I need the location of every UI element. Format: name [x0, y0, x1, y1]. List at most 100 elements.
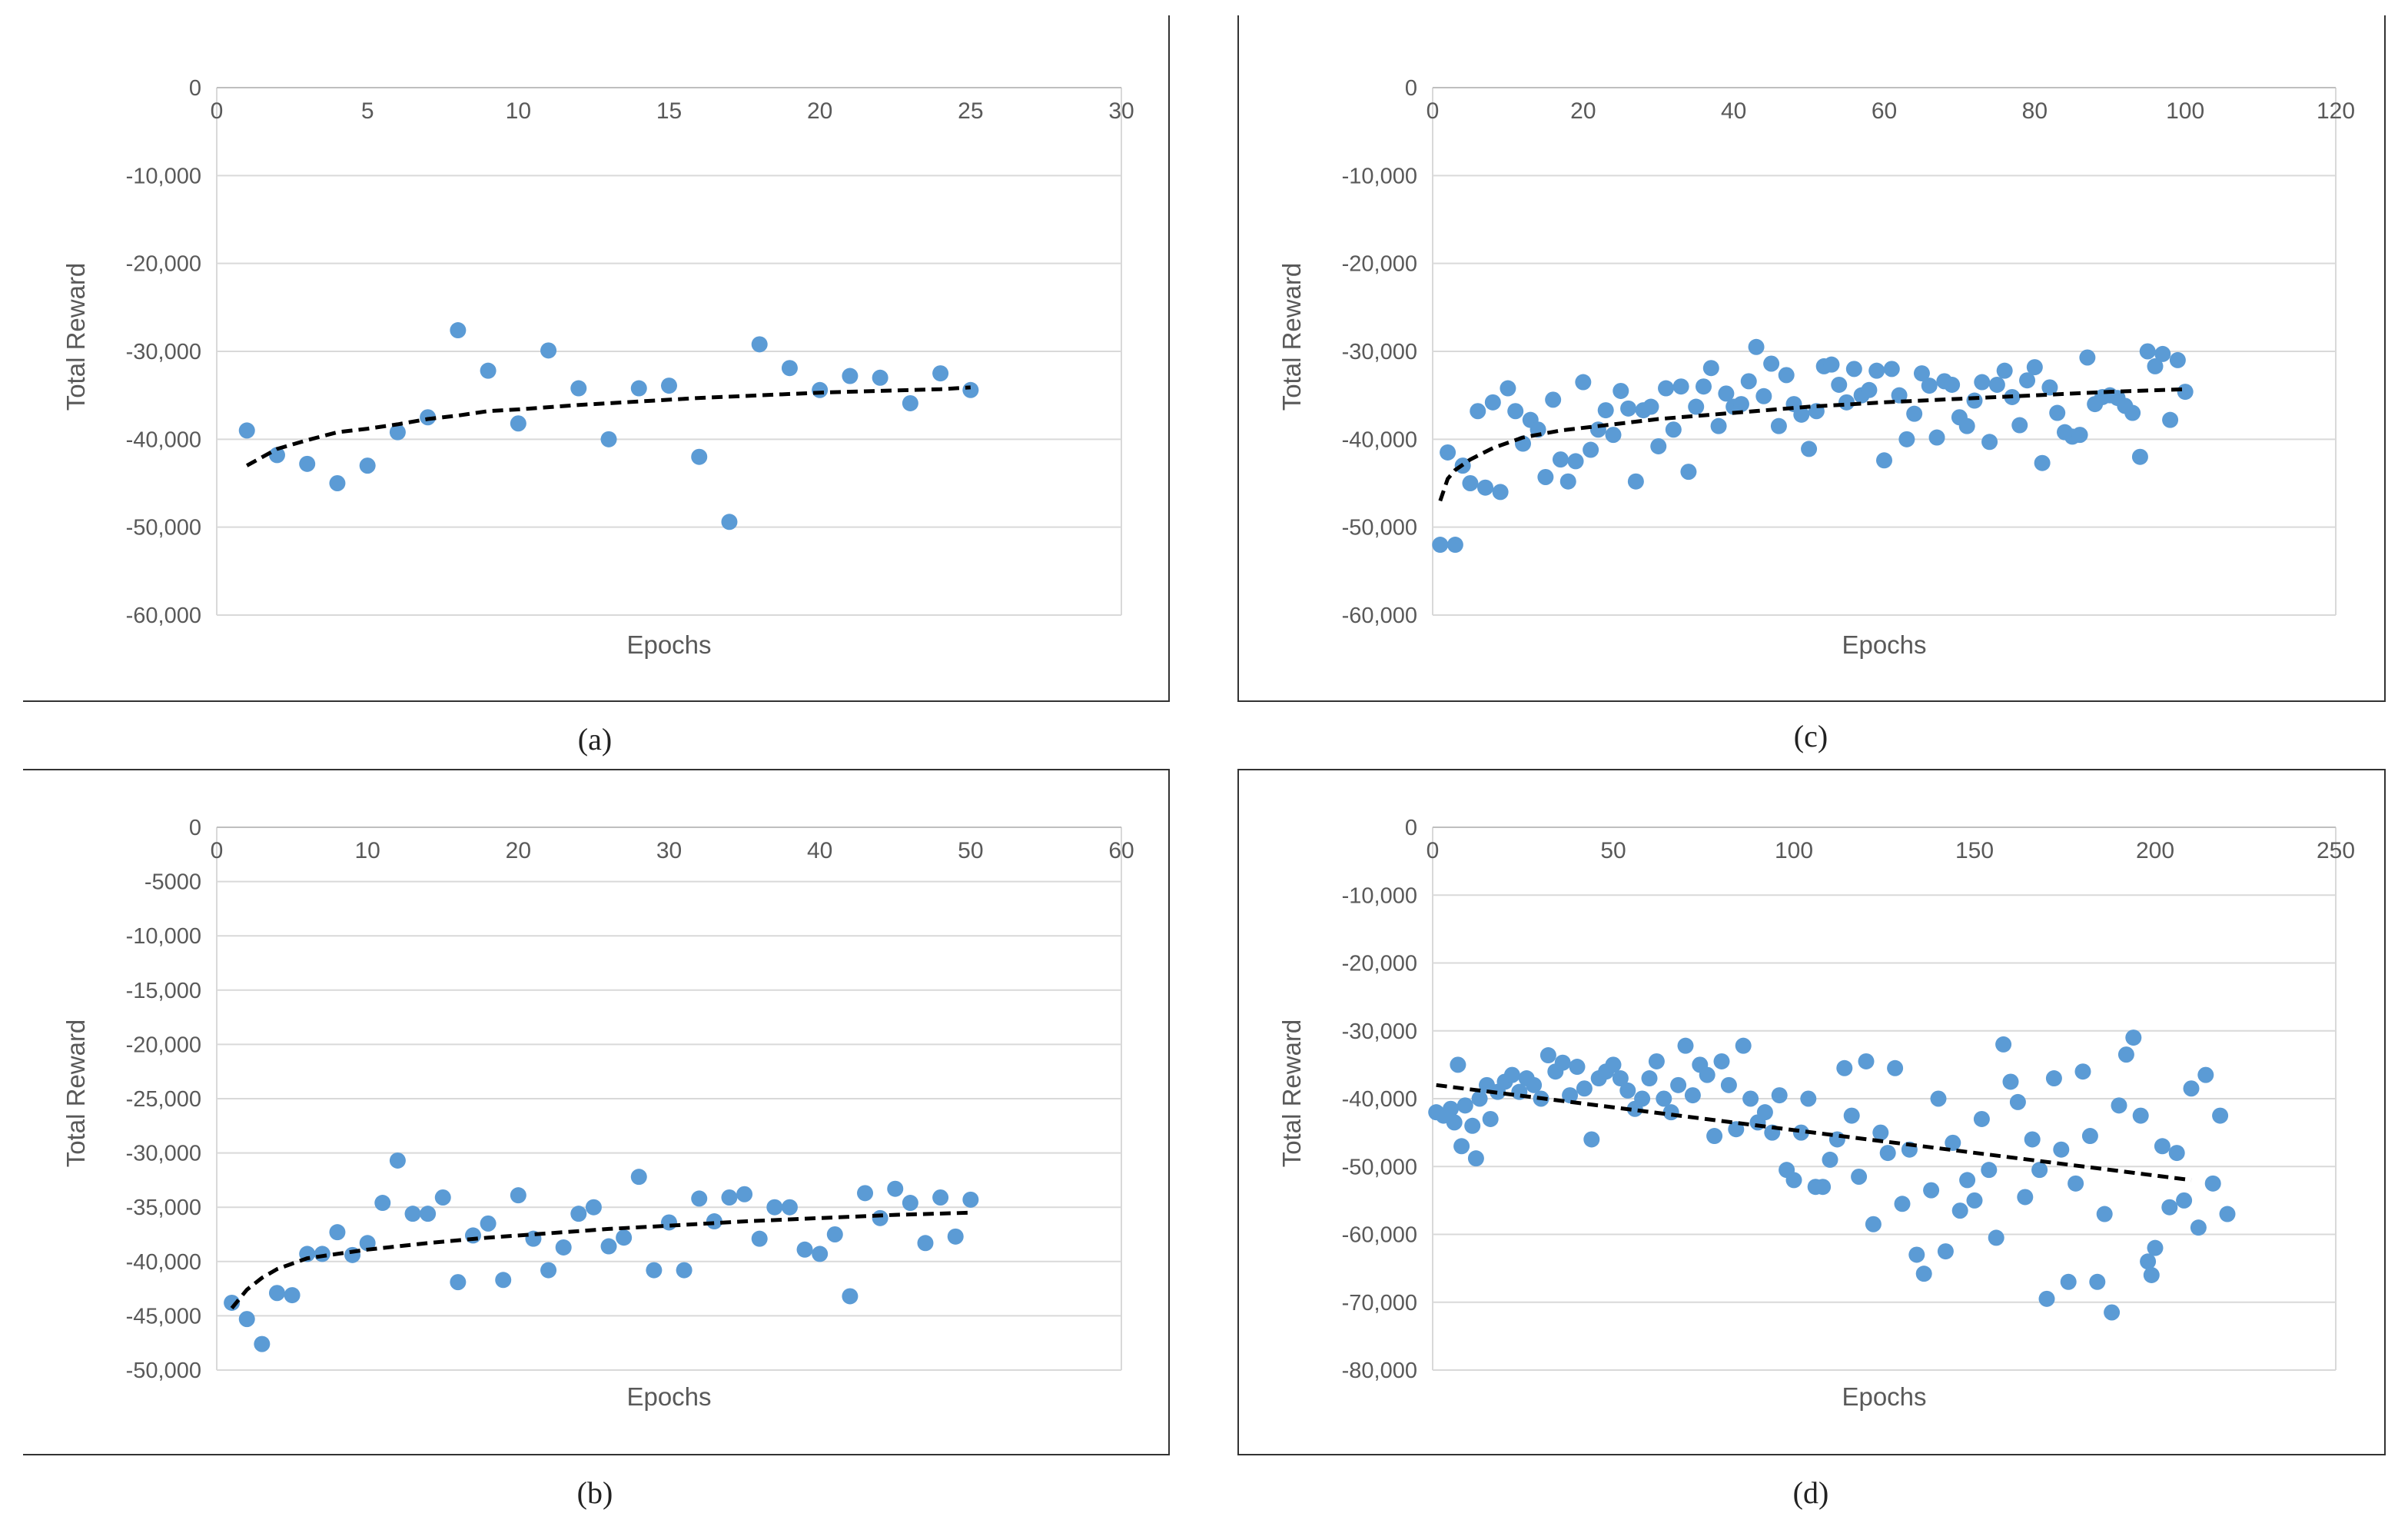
data-point: [1605, 1056, 1622, 1073]
y-tick-label: -40,000: [126, 427, 201, 452]
data-point: [1887, 1059, 1904, 1076]
data-point: [2183, 1080, 2200, 1097]
data-point: [2140, 1253, 2157, 1270]
data-point: [1710, 417, 1727, 434]
y-tick-label: -15,000: [126, 979, 201, 1003]
data-point: [2147, 1239, 2164, 1256]
y-tick-label: -70,000: [1342, 1291, 1417, 1315]
x-tick-label: 150: [1955, 838, 1994, 863]
data-point: [1597, 402, 1614, 419]
data-point: [2017, 1189, 2034, 1206]
data-point: [842, 368, 859, 384]
x-tick-label: 10: [506, 98, 531, 124]
data-point: [646, 1262, 663, 1279]
data-point: [751, 1230, 768, 1247]
y-tick-label: -30,000: [1342, 340, 1417, 364]
data-point: [1537, 468, 1554, 485]
x-axis-title: Epochs: [1842, 1382, 1926, 1411]
data-point: [932, 365, 949, 382]
data-point: [1464, 1117, 1481, 1134]
data-point: [1656, 1090, 1672, 1107]
data-point: [1944, 376, 1961, 393]
data-point: [2079, 349, 2096, 366]
data-point: [389, 1152, 406, 1169]
data-point: [1771, 1087, 1788, 1104]
data-point: [2169, 351, 2186, 368]
y-tick-label: -80,000: [1342, 1359, 1417, 1383]
data-point: [268, 1285, 285, 1302]
y-tick-label: -10,000: [1342, 883, 1417, 908]
data-point: [1642, 398, 1659, 415]
data-point: [1612, 1070, 1629, 1087]
data-point: [2053, 1141, 2070, 1158]
data-point: [676, 1262, 693, 1279]
data-point: [1836, 1059, 1853, 1076]
data-point: [661, 1214, 677, 1231]
data-point: [962, 1191, 979, 1208]
data-point: [1471, 1090, 1488, 1107]
data-point: [1484, 394, 1501, 411]
data-point: [706, 1213, 722, 1230]
data-point: [2154, 345, 2171, 362]
data-point: [1913, 365, 1930, 382]
x-tick-label: 120: [2317, 98, 2355, 124]
y-tick-label: -30,000: [1342, 1019, 1417, 1044]
data-point: [2024, 1131, 2041, 1148]
data-point: [1467, 1150, 1484, 1167]
trendline: [245, 385, 971, 467]
x-tick-label: 100: [1775, 838, 1813, 863]
y-tick-label: -10,000: [1342, 164, 1417, 188]
data-point: [284, 1287, 301, 1304]
data-point: [2071, 427, 2088, 444]
data-point: [1995, 1036, 2012, 1053]
data-point: [1677, 1037, 1694, 1054]
y-tick-label: -10,000: [126, 924, 201, 949]
data-point: [1619, 1082, 1636, 1099]
data-point: [2111, 1097, 2127, 1114]
data-point: [1930, 1090, 1947, 1107]
y-tick-label: -50,000: [126, 1359, 201, 1383]
data-point: [2074, 1063, 2091, 1080]
data-point: [600, 431, 617, 447]
x-tick-label: 0: [1427, 98, 1440, 124]
data-point: [1658, 380, 1675, 397]
data-point: [1620, 400, 1637, 417]
data-point: [2049, 404, 2066, 421]
data-point: [2031, 1162, 2048, 1179]
data-point: [329, 475, 346, 491]
x-tick-label: 200: [2136, 838, 2174, 863]
data-point: [1793, 406, 1810, 423]
data-point: [1923, 1182, 1940, 1199]
data-point: [1696, 378, 1712, 395]
data-point: [1545, 391, 1562, 408]
data-point: [540, 1262, 557, 1279]
data-point: [1446, 537, 1463, 554]
x-tick-label: 60: [1872, 98, 1897, 124]
data-point: [1576, 1080, 1593, 1097]
scatter-plot-a: 0 -10,000 -20,000 -30,000 -40,000 -50,000 -60,…: [61, 76, 1134, 659]
chart-panel-d: 0 -10,000 -20,000 -30,000 -40,000 -50,000 -60,…: [1237, 769, 2386, 1455]
scatter-plot-d: 0 -10,000 -20,000 -30,000 -40,000 -50,000 -60,…: [1277, 816, 2355, 1411]
x-tick-label: 40: [1721, 98, 1746, 124]
data-point: [872, 369, 888, 386]
y-tick-label: -40,000: [1342, 427, 1417, 452]
data-point: [1898, 431, 1915, 447]
data-point: [1908, 1246, 1925, 1263]
x-tick-label: 15: [656, 98, 682, 124]
data-point: [917, 1235, 934, 1252]
y-tick-label: -40,000: [126, 1250, 201, 1275]
x-tick-label: 20: [807, 98, 832, 124]
data-point: [751, 336, 768, 353]
data-point: [2177, 384, 2194, 401]
data-point: [238, 422, 255, 439]
data-point: [1446, 1114, 1463, 1131]
data-point: [796, 1241, 813, 1258]
x-tick-label: 40: [807, 838, 832, 863]
data-point: [555, 1239, 572, 1256]
y-tick-label: 0: [1405, 816, 1417, 840]
y-tick-label: -50,000: [1342, 516, 1417, 540]
x-tick-label: 50: [958, 838, 983, 863]
chart-panel-a: 0 -10,000 -20,000 -30,000 -40,000 -50,000 -60,…: [23, 15, 1170, 702]
data-point: [1966, 1192, 1983, 1209]
data-point: [1482, 1110, 1499, 1127]
